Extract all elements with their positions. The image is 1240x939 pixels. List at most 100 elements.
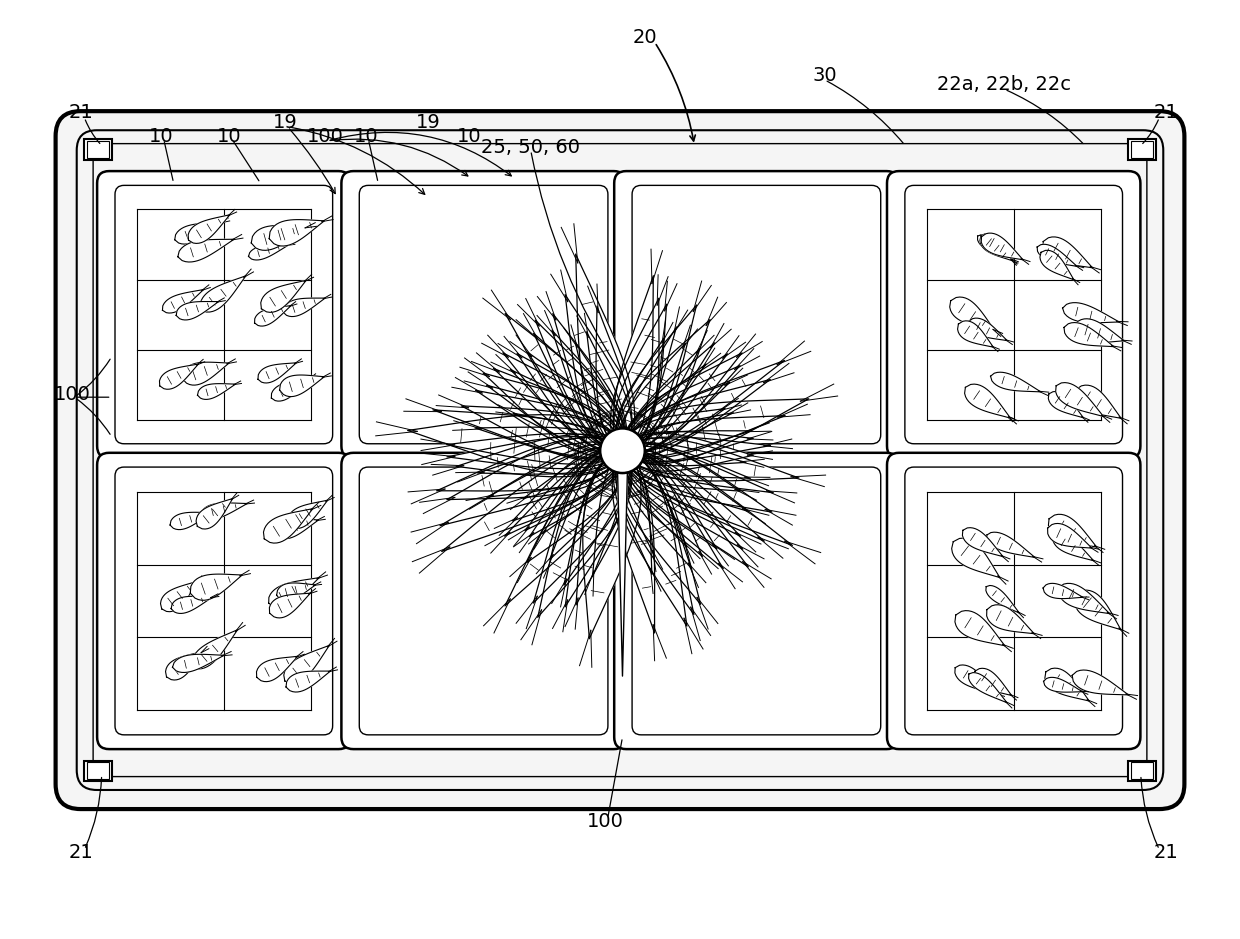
- Polygon shape: [1044, 677, 1083, 692]
- Polygon shape: [188, 215, 229, 243]
- Polygon shape: [619, 451, 703, 557]
- FancyBboxPatch shape: [97, 171, 351, 458]
- Polygon shape: [575, 342, 625, 451]
- Polygon shape: [622, 443, 746, 466]
- Polygon shape: [950, 297, 994, 331]
- Polygon shape: [622, 442, 740, 491]
- Polygon shape: [440, 447, 622, 526]
- Bar: [1131, 141, 1153, 158]
- Polygon shape: [511, 370, 622, 453]
- Polygon shape: [190, 574, 242, 600]
- Polygon shape: [494, 368, 622, 454]
- Bar: [87, 762, 109, 779]
- Polygon shape: [456, 435, 622, 477]
- Polygon shape: [408, 415, 622, 474]
- Polygon shape: [968, 318, 1007, 341]
- Polygon shape: [1063, 302, 1120, 323]
- Polygon shape: [200, 276, 246, 312]
- Bar: [1128, 761, 1156, 781]
- Text: 30: 30: [812, 66, 837, 85]
- Polygon shape: [1048, 523, 1092, 548]
- Polygon shape: [987, 532, 1035, 558]
- Polygon shape: [565, 451, 630, 607]
- Polygon shape: [622, 412, 733, 454]
- Polygon shape: [967, 387, 1007, 417]
- Polygon shape: [622, 416, 785, 459]
- Polygon shape: [543, 451, 624, 533]
- Polygon shape: [166, 652, 203, 680]
- Polygon shape: [197, 384, 236, 399]
- Polygon shape: [622, 379, 770, 455]
- Polygon shape: [196, 499, 233, 529]
- Polygon shape: [475, 391, 622, 456]
- Polygon shape: [615, 451, 694, 614]
- Polygon shape: [622, 348, 699, 451]
- Polygon shape: [618, 470, 627, 676]
- Polygon shape: [610, 299, 658, 451]
- Polygon shape: [441, 447, 622, 551]
- Polygon shape: [980, 234, 1012, 261]
- Polygon shape: [622, 437, 770, 461]
- Polygon shape: [622, 354, 728, 452]
- Circle shape: [600, 428, 645, 473]
- Text: 22a, 22b, 22c: 22a, 22b, 22c: [937, 75, 1071, 94]
- Polygon shape: [254, 305, 291, 326]
- Polygon shape: [622, 448, 748, 512]
- Text: 21: 21: [68, 103, 93, 122]
- Polygon shape: [552, 331, 626, 451]
- Polygon shape: [477, 442, 622, 474]
- Polygon shape: [533, 451, 629, 603]
- Polygon shape: [622, 451, 749, 567]
- Text: 10: 10: [456, 127, 481, 146]
- Polygon shape: [987, 605, 1034, 634]
- Polygon shape: [622, 444, 750, 478]
- Polygon shape: [486, 385, 622, 454]
- FancyBboxPatch shape: [887, 171, 1141, 458]
- Polygon shape: [968, 672, 1007, 702]
- Polygon shape: [575, 451, 632, 605]
- Polygon shape: [160, 581, 197, 611]
- Polygon shape: [1048, 515, 1096, 547]
- Polygon shape: [505, 314, 624, 451]
- Polygon shape: [575, 254, 635, 451]
- Polygon shape: [523, 448, 622, 499]
- Polygon shape: [172, 654, 224, 672]
- Polygon shape: [182, 362, 229, 385]
- Polygon shape: [288, 500, 327, 529]
- Polygon shape: [622, 364, 706, 451]
- Polygon shape: [564, 451, 627, 585]
- Polygon shape: [517, 353, 624, 454]
- Polygon shape: [529, 449, 624, 536]
- Polygon shape: [565, 295, 631, 451]
- Polygon shape: [614, 304, 667, 451]
- Polygon shape: [957, 321, 993, 347]
- Polygon shape: [620, 451, 687, 547]
- Polygon shape: [619, 344, 686, 451]
- Polygon shape: [587, 331, 627, 451]
- Text: 20: 20: [632, 28, 657, 47]
- Polygon shape: [171, 596, 212, 613]
- Polygon shape: [263, 509, 312, 543]
- Polygon shape: [505, 451, 625, 606]
- Polygon shape: [549, 451, 626, 560]
- Bar: [84, 761, 112, 781]
- Polygon shape: [1074, 318, 1125, 343]
- FancyBboxPatch shape: [341, 453, 626, 749]
- Text: 10: 10: [353, 127, 378, 146]
- Polygon shape: [622, 446, 774, 493]
- Polygon shape: [436, 438, 622, 491]
- Polygon shape: [615, 451, 652, 575]
- FancyBboxPatch shape: [614, 453, 899, 749]
- Polygon shape: [280, 375, 325, 396]
- Polygon shape: [446, 437, 622, 469]
- Polygon shape: [257, 656, 298, 682]
- Polygon shape: [977, 235, 1013, 260]
- Polygon shape: [1043, 237, 1092, 268]
- Bar: [84, 139, 112, 160]
- Polygon shape: [525, 448, 622, 531]
- Polygon shape: [616, 305, 697, 451]
- Text: 10: 10: [149, 127, 174, 146]
- Polygon shape: [536, 320, 626, 451]
- Polygon shape: [621, 450, 717, 549]
- Polygon shape: [1059, 583, 1110, 614]
